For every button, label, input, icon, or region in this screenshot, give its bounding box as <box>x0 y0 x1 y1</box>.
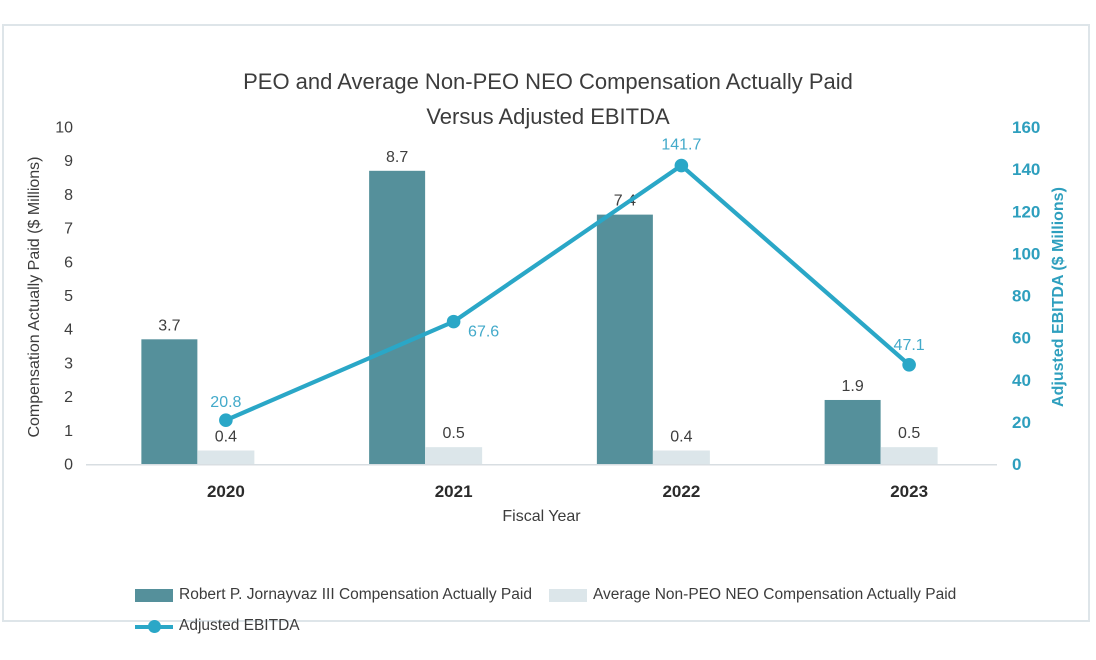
ebitda-line-marker <box>219 413 233 427</box>
ebitda-value-label: 47.1 <box>894 337 925 354</box>
bar-nonpeo-2021 <box>425 447 483 464</box>
left-axis-tick-label: 5 <box>64 288 73 305</box>
right-axis-tick-label: 60 <box>1012 329 1031 348</box>
ebitda-value-label: 141.7 <box>661 137 701 154</box>
bar-value-label: 0.5 <box>443 425 465 442</box>
bar-value-label: 8.7 <box>386 149 408 166</box>
bar-value-label: 3.7 <box>158 317 180 334</box>
x-axis-tick-label: 2022 <box>662 482 700 501</box>
bar-peo-2023 <box>824 399 881 464</box>
right-axis-tick-label: 20 <box>1012 413 1031 432</box>
legend-item-peo-compensation: Robert P. Jornayvaz III Compensation Act… <box>135 586 532 604</box>
right-axis-tick-label: 160 <box>1012 118 1040 137</box>
left-axis-tick-label: 6 <box>64 254 73 271</box>
ebitda-line-marker <box>674 158 689 173</box>
bar-nonpeo-2023 <box>880 447 938 464</box>
bar-value-label: 0.5 <box>898 425 920 442</box>
left-axis-tick-label: 7 <box>64 221 73 238</box>
bar-peo-2020 <box>141 339 198 464</box>
left-axis-tick-label: 10 <box>55 120 73 137</box>
right-axis-tick-label: 140 <box>1012 160 1040 179</box>
bar-nonpeo-2020 <box>197 450 255 464</box>
left-axis-tick-label: 1 <box>64 423 73 440</box>
x-axis-tick-label: 2023 <box>890 482 928 501</box>
x-axis-tick-label: 2021 <box>435 482 473 501</box>
ebitda-value-label: 20.8 <box>210 394 241 411</box>
bar-value-label: 1.9 <box>842 378 864 395</box>
legend-label-peo: Robert P. Jornayvaz III Compensation Act… <box>179 586 532 603</box>
left-axis-tick-label: 0 <box>64 457 73 474</box>
ebitda-line-marker <box>902 357 916 372</box>
chart-title-line-2: Versus Adjusted EBITDA <box>426 104 670 129</box>
legend-item-adjusted-ebitda: Adjusted EBITDA <box>135 617 300 635</box>
legend: Robert P. Jornayvaz III Compensation Act… <box>135 586 1035 635</box>
right-axis-tick-label: 80 <box>1012 287 1031 306</box>
bar-value-label: 0.4 <box>215 429 237 446</box>
line-marker-swatch-icon <box>135 619 173 633</box>
ebitda-value-label: 67.6 <box>468 324 499 341</box>
bar-peo-2021 <box>369 170 426 464</box>
nonpeo-bar-swatch-icon <box>548 588 587 602</box>
legend-item-nonpeo-compensation: Average Non-PEO NEO Compensation Actuall… <box>548 586 957 604</box>
legend-label-nonpeo: Average Non-PEO NEO Compensation Actuall… <box>592 586 957 603</box>
legend-label-ebitda: Adjusted EBITDA <box>179 617 300 634</box>
right-axis-tick-label: 0 <box>1012 455 1021 474</box>
bar-nonpeo-2022 <box>652 450 710 464</box>
bar-peo-2022 <box>596 214 653 464</box>
ebitda-line-marker <box>446 314 461 329</box>
ebitda-line <box>225 163 911 423</box>
chart-title: PEO and Average Non-PEO NEO Compensation… <box>4 64 1092 134</box>
right-axis-tick-label: 40 <box>1012 371 1031 390</box>
left-axis-tick-label: 2 <box>64 389 73 406</box>
bar-value-label: 0.4 <box>670 429 692 446</box>
right-axis-title: Adjusted EBITDA ($ Millions) <box>1050 187 1067 407</box>
x-axis-title: Fiscal Year <box>502 508 581 525</box>
left-axis-tick-label: 8 <box>64 187 73 204</box>
x-axis-tick-label: 2020 <box>207 482 245 501</box>
left-axis-title: Compensation Actually Paid ($ Millions) <box>26 156 43 438</box>
right-axis-tick-label: 100 <box>1012 244 1040 263</box>
legend-row-2: Adjusted EBITDA <box>135 617 1035 635</box>
legend-row-1: Robert P. Jornayvaz III Compensation Act… <box>135 586 1035 604</box>
chart-title-line-1: PEO and Average Non-PEO NEO Compensation… <box>243 69 853 94</box>
left-axis-tick-label: 9 <box>64 153 73 170</box>
left-axis-tick-label: 4 <box>64 322 73 339</box>
left-axis-tick-label: 3 <box>64 355 73 372</box>
peo-bar-swatch-icon <box>135 588 173 602</box>
right-axis-tick-label: 120 <box>1012 202 1040 221</box>
chart-frame: PEO and Average Non-PEO NEO Compensation… <box>2 24 1092 634</box>
bar-value-label: 7.4 <box>614 193 636 210</box>
